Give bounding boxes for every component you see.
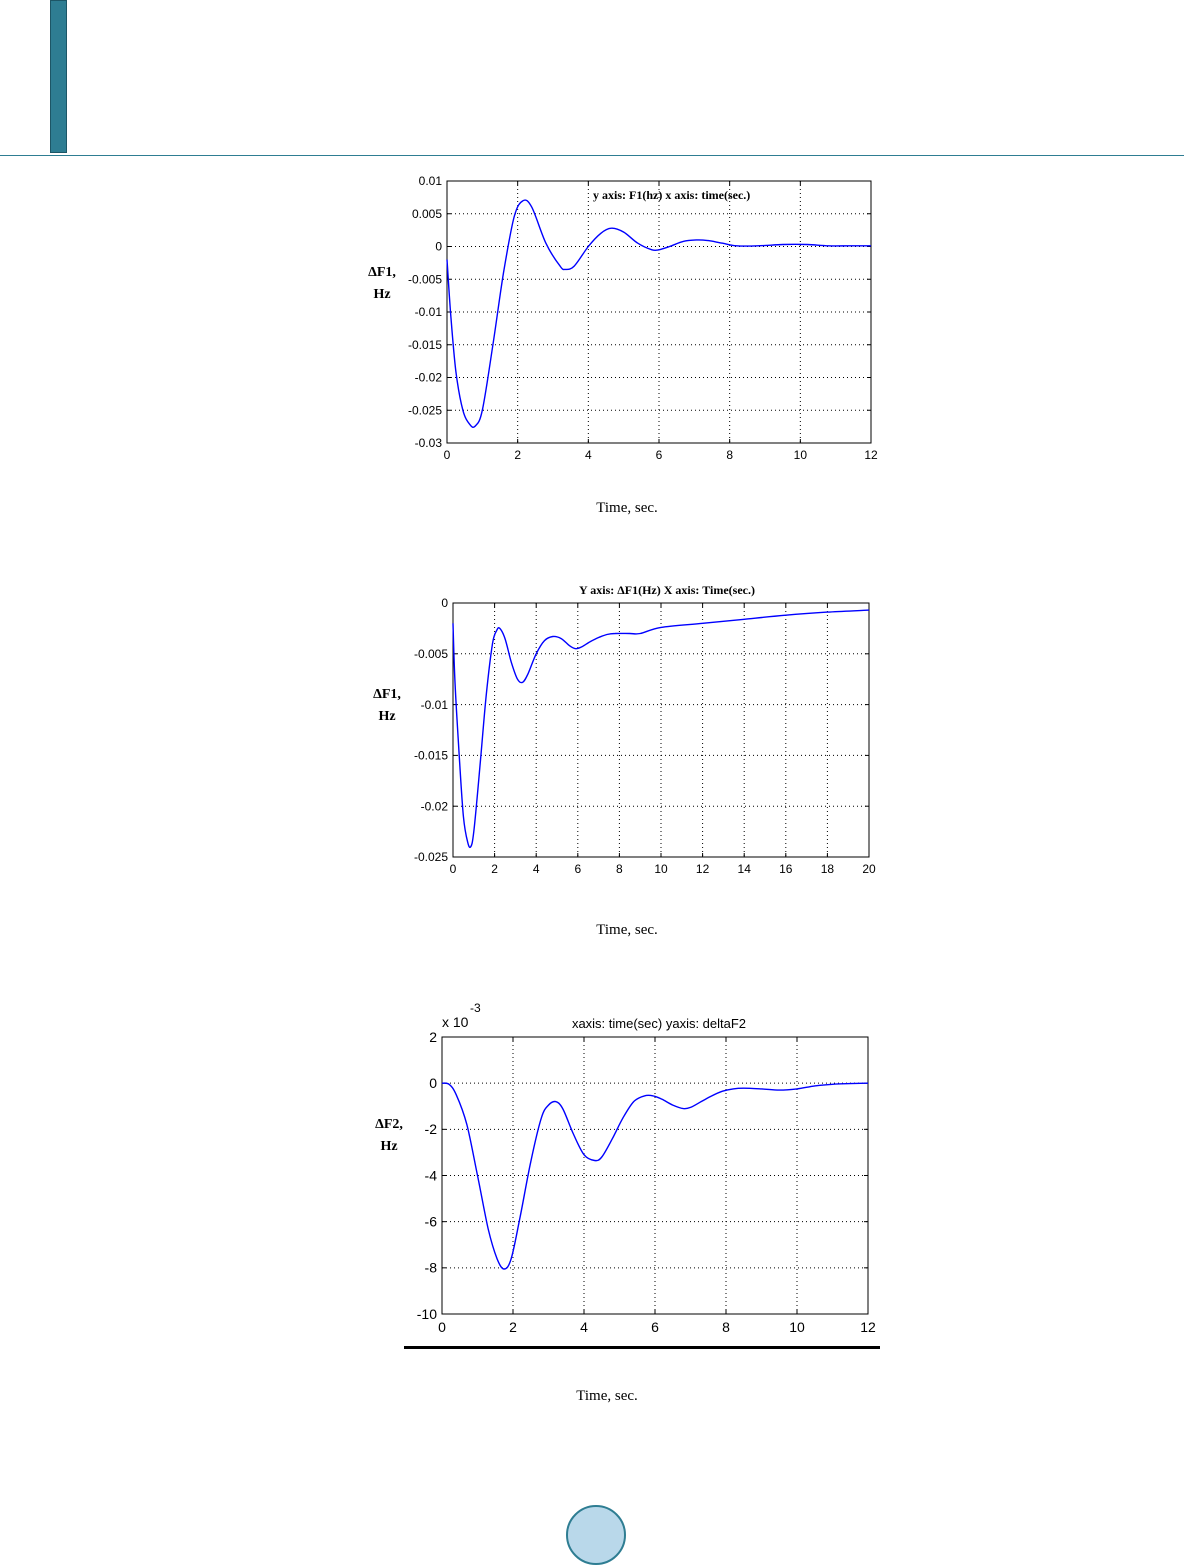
chart2-xtick-label: 10	[654, 862, 668, 876]
chart3-ylabel-line2: Hz	[380, 1139, 398, 1154]
chart2-ylabel-line2: Hz	[378, 709, 396, 724]
chart3-xtick-label: 4	[580, 1319, 588, 1335]
chart1-ytick-label: 0.01	[419, 174, 443, 188]
chart3-ytick-label: -8	[425, 1260, 438, 1276]
chart2-title: Y axis: ΔF1(Hz) X axis: Time(sec.)	[579, 583, 755, 597]
chart2-plot-area	[453, 603, 869, 857]
figure-bottom-rule	[404, 1346, 880, 1349]
chart1-series-line-1	[446, 199, 871, 429]
chart2-xtick-label: 12	[696, 862, 710, 876]
chart1-ytick-label: -0.005	[408, 272, 442, 286]
chart2-ytick-label: -0.01	[421, 698, 449, 712]
chart1-ytick-label: -0.02	[415, 371, 443, 385]
chart1-ytick-label: 0	[435, 240, 442, 254]
chart1-ytick-label: 0.005	[412, 207, 442, 221]
chart2-ylabel: ΔF1, Hz	[367, 684, 407, 728]
chart3-ytick-label: -10	[417, 1306, 437, 1322]
chart3-ylabel: ΔF2, Hz	[369, 1114, 409, 1158]
chart2-xtick-label: 16	[779, 862, 793, 876]
chart1-xtick-label: 10	[794, 448, 808, 462]
chart1-title: y axis: F1(hz) x axis: time(sec.)	[593, 188, 750, 202]
chart3-xtick-label: 2	[509, 1319, 517, 1335]
chart3-xtick-label: 6	[651, 1319, 659, 1335]
chart3-xtick-label: 10	[789, 1319, 805, 1335]
chart2-ytick-label: -0.025	[414, 850, 448, 864]
header-divider	[0, 155, 1184, 156]
chart1-ytick-label: -0.01	[415, 305, 443, 319]
chart1-xtick-label: 6	[656, 448, 663, 462]
header-accent-bar	[50, 0, 67, 153]
chart1-ylabel-line2: Hz	[373, 287, 391, 302]
chart2-series-line-1	[452, 609, 870, 849]
chart1-ytick-label: -0.015	[408, 338, 442, 352]
chart1-xlabel: Time, sec.	[596, 500, 658, 516]
chart2-xtick-label: 14	[738, 862, 752, 876]
chart3-title: xaxis: time(sec) yaxis: deltaF2	[572, 1016, 746, 1031]
chart3-ytick-label: -6	[425, 1214, 438, 1230]
chart3-xtick-label: 12	[860, 1319, 876, 1335]
page-number-badge	[566, 1505, 626, 1565]
chart1-xtick-label: 12	[864, 448, 878, 462]
chart3-ylabel-line1: ΔF2,	[375, 1117, 403, 1132]
chart2-xtick-label: 8	[616, 862, 623, 876]
chart2-xtick-label: 4	[533, 862, 540, 876]
chart1-xtick-label: 2	[514, 448, 521, 462]
chart1-ytick-label: -0.03	[415, 436, 443, 450]
chart3-scale-exponent: -3	[470, 1001, 481, 1015]
chart2-xtick-label: 20	[862, 862, 876, 876]
chart3-series-line-1	[441, 1082, 869, 1270]
chart2-ytick-label: -0.015	[414, 749, 448, 763]
chart2-xtick-label: 2	[491, 862, 498, 876]
chart2-ytick-label: -0.005	[414, 647, 448, 661]
chart3-ytick-label: 2	[429, 1029, 437, 1045]
chart2-ylabel-line1: ΔF1,	[373, 687, 401, 702]
chart2-xtick-label: 6	[574, 862, 581, 876]
chart2-ytick-label: -0.02	[421, 799, 449, 813]
chart2-xtick-label: 0	[450, 862, 457, 876]
chart1-ylabel: ΔF1, Hz	[362, 262, 402, 306]
chart3-xtick-label: 8	[722, 1319, 730, 1335]
chart1-ytick-label: -0.025	[408, 403, 442, 417]
chart2-xtick-label: 18	[821, 862, 835, 876]
chart1-xtick-label: 4	[585, 448, 592, 462]
chart1-ylabel-line1: ΔF1,	[368, 265, 396, 280]
chart1-xtick-label: 0	[444, 448, 451, 462]
chart3-ytick-label: -4	[425, 1167, 438, 1183]
chart3-xtick-label: 0	[438, 1319, 446, 1335]
chart3-ytick-label: -2	[425, 1121, 438, 1137]
chart2-xlabel: Time, sec.	[596, 922, 658, 938]
chart2-ytick-label: 0	[441, 596, 448, 610]
chart3-ytick-label: 0	[429, 1075, 437, 1091]
chart3-xlabel: Time, sec.	[576, 1388, 638, 1404]
chart3-scale-label: x 10	[442, 1014, 469, 1030]
chart1-xtick-label: 8	[726, 448, 733, 462]
